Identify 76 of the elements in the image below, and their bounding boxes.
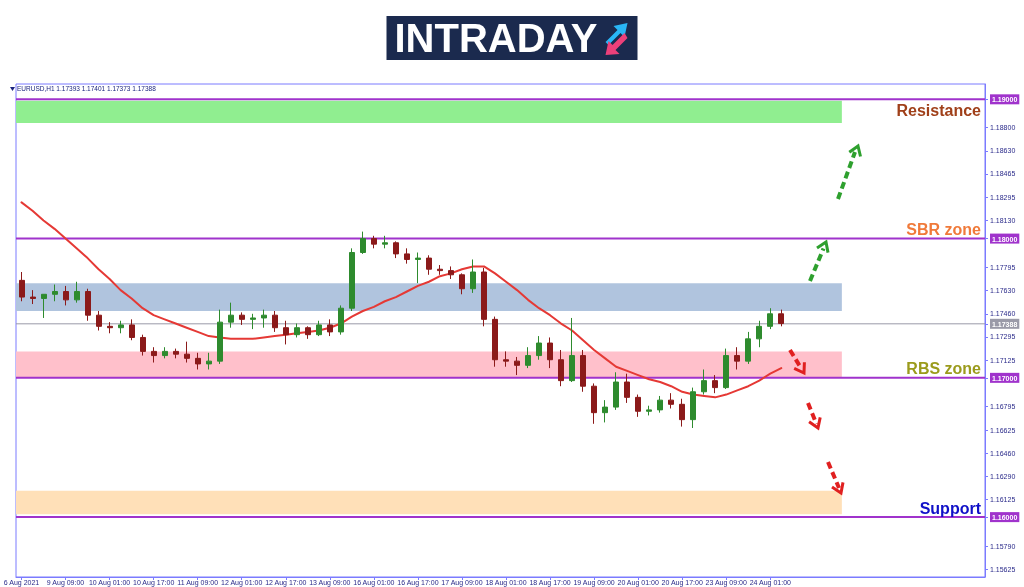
candlestick [404,247,410,265]
candlestick [492,316,498,368]
candlestick [41,293,47,319]
candlestick [74,281,80,304]
candlestick [30,289,36,305]
ref-line-label: Resistance [896,101,982,119]
candlestick [712,374,718,394]
candlestick [195,352,201,370]
candlestick [415,252,421,284]
candlestick [558,349,564,387]
candlestick [646,405,652,416]
candlestick [624,373,630,404]
candlestick [426,254,432,276]
ref-line-label: SBR zone [906,221,982,239]
candlestick [690,387,696,429]
candlestick [129,318,135,341]
candlestick [261,309,267,329]
candlestick [613,371,619,411]
candlestick [470,258,476,294]
candlestick [514,356,520,376]
candlestick [63,285,69,306]
candlestick [668,392,674,409]
candlestick [327,318,333,337]
candlestick [96,310,102,331]
candlestick [184,341,190,364]
candlestick [217,309,223,365]
candlestick [272,310,278,333]
candlestick [547,336,553,369]
candlestick [459,272,465,295]
candlestick [602,399,608,423]
candlestick [481,267,487,327]
candlestick [85,288,91,322]
candlestick [734,346,740,370]
candlestick [107,321,113,334]
candlestick [118,320,124,334]
ref-line-label: Support [919,499,982,517]
candlestick [701,368,707,396]
candlestick [503,350,509,368]
candlestick [316,320,322,337]
candlestick [239,311,245,326]
candlestick [349,247,355,312]
candlestick [536,335,542,361]
candlestick [657,395,663,414]
candlestick [382,235,388,249]
candlestick [371,235,377,249]
candlestick [305,325,311,340]
chart-title: INTRADAY [394,16,598,60]
candlestick [360,231,366,255]
candlestick [19,271,25,302]
candlestick [756,320,762,348]
candlestick [679,398,685,428]
candlestick [151,346,157,364]
candlestick [525,346,531,369]
candlestick [437,264,443,276]
candlestick [52,284,58,302]
candlestick [448,265,454,280]
candlestick [591,382,597,425]
candlestick [745,331,751,365]
candlestick [635,394,641,418]
candlestick [393,240,399,259]
candlestick [140,334,146,357]
candlestick [250,313,256,330]
candlestick [162,346,168,359]
candlestick [580,349,586,393]
candlestick [778,309,784,327]
candlestick [228,302,234,329]
candlestick [173,348,179,359]
candlestick [283,320,289,345]
candlestick [569,317,575,383]
ref-line-label: RBS zone [906,360,982,378]
line-series [20,201,783,399]
candlestick [338,304,344,336]
candlestick [294,323,300,338]
candlestick [767,307,773,330]
candlestick [206,352,212,370]
candlestick [723,348,729,390]
